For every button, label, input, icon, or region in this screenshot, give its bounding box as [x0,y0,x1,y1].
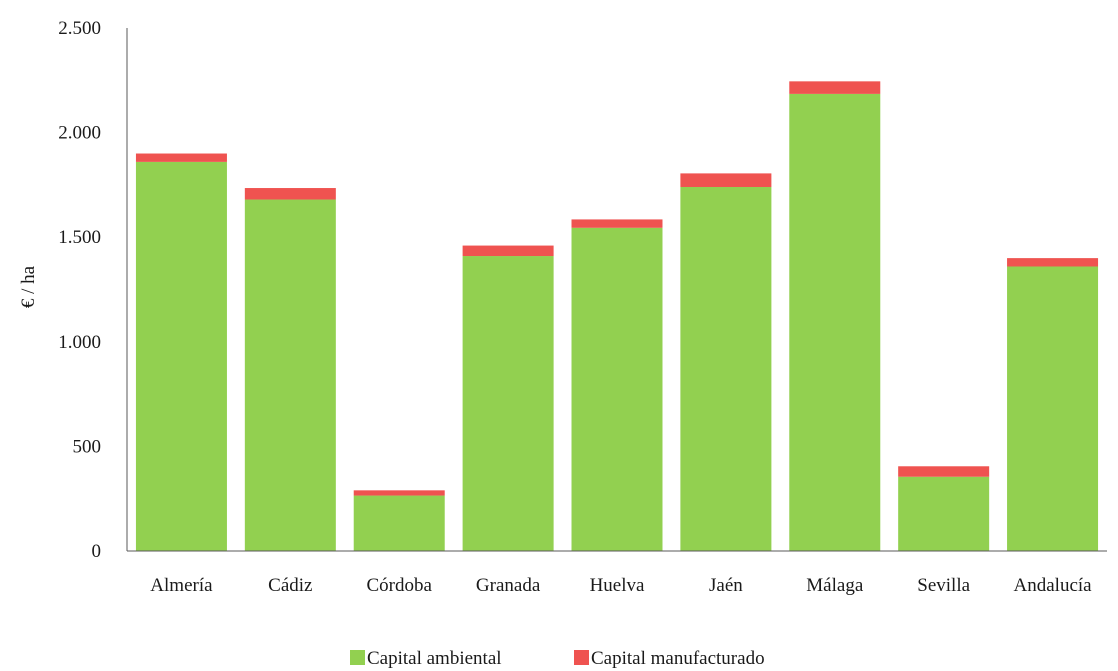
bar-capital-manufacturado [244,188,336,200]
bar-capital-ambiental [353,495,445,551]
bar-capital-ambiental [1007,266,1099,551]
y-axis-ticks: 0 500 1.000 1.500 2.000 2.500 [58,18,101,562]
bar-capital-ambiental [135,161,227,551]
bar-capital-ambiental [571,227,663,551]
y-tick-label: 500 [73,436,102,457]
legend-label-capital-manufacturado: Capital manufacturado [591,648,765,669]
y-tick-label: 0 [92,541,102,562]
legend: Capital ambiental Capital manufacturado [350,648,765,669]
x-tick-label: Andalucía [1014,575,1093,596]
x-tick-label: Almería [150,575,213,596]
x-tick-label: Huelva [590,575,645,596]
bar-capital-ambiental [244,199,336,551]
bar-capital-manufacturado [135,153,227,162]
y-tick-label: 1.500 [58,227,101,248]
x-tick-label: Córdoba [367,575,433,596]
legend-swatch-capital-ambiental [350,650,365,665]
bar-capital-ambiental [462,256,554,551]
bar-capital-manufacturado [571,219,663,228]
y-axis-title: € / ha [18,265,39,308]
x-tick-label: Jaén [709,575,743,596]
y-tick-label: 2.000 [58,123,101,144]
legend-label-capital-ambiental: Capital ambiental [367,648,502,669]
x-tick-label: Málaga [806,575,864,596]
y-tick-label: 2.500 [58,18,101,39]
bar-capital-manufacturado [680,173,772,187]
bar-capital-manufacturado [462,245,554,257]
x-tick-label: Sevilla [917,575,970,596]
bar-capital-manufacturado [898,466,990,477]
y-tick-label: 1.000 [58,332,101,353]
bar-capital-manufacturado [353,490,445,496]
bars [135,81,1099,551]
bar-capital-manufacturado [789,81,881,94]
x-tick-label: Cádiz [268,575,312,596]
x-tick-label: Granada [476,575,541,596]
bar-capital-ambiental [898,476,990,551]
bar-capital-manufacturado [1007,258,1099,267]
bar-capital-ambiental [680,186,772,551]
legend-swatch-capital-manufacturado [574,650,589,665]
bar-capital-ambiental [789,93,881,551]
x-axis-tick-labels: Almería Cádiz Córdoba Granada Huelva Jaén Mála… [150,575,1092,596]
